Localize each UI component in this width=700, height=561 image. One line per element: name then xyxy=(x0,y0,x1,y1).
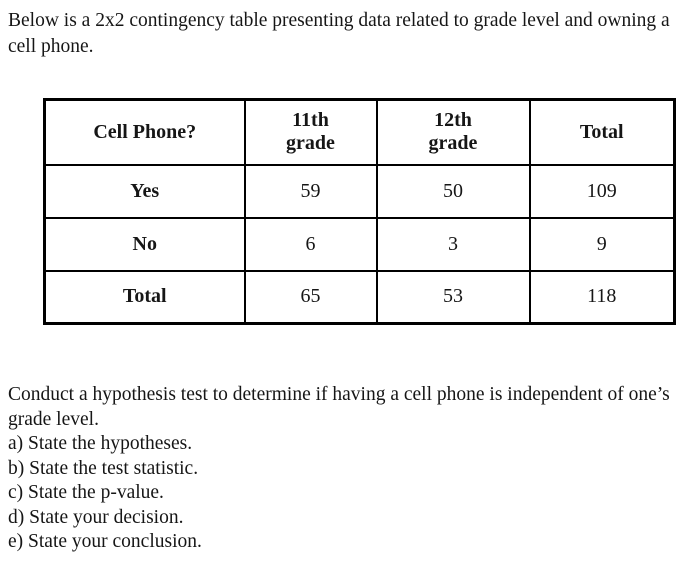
cell-yes-total: 109 xyxy=(528,163,676,219)
question-item-d: d) State your decision. xyxy=(8,506,184,528)
intro-line-2: cell phone. xyxy=(8,36,94,57)
intro-paragraph: Below is a 2x2 contingency table present… xyxy=(8,8,684,60)
cell-total-11th: 65 xyxy=(243,269,378,325)
cell-no-12th: 3 xyxy=(375,216,531,272)
row-label-no: No xyxy=(43,216,246,272)
header-12th-grade: 12th grade xyxy=(375,98,531,166)
question-item-a: a) State the hypotheses. xyxy=(8,433,193,454)
header-11th-grade: 11th grade xyxy=(243,98,378,166)
cell-no-total: 9 xyxy=(528,216,676,272)
row-label-yes: Yes xyxy=(43,163,246,219)
cell-yes-12th: 50 xyxy=(375,163,531,219)
question-item-e: e) State your conclusion. xyxy=(8,531,202,552)
prompt-line-1: Conduct a hypothesis test to determine i… xyxy=(8,384,670,405)
table-row-yes: Yes 59 50 109 xyxy=(43,163,676,219)
question-item-b: b) State the test statistic. xyxy=(8,457,199,479)
contingency-table: Cell Phone? 11th grade 12th grade Total … xyxy=(43,98,676,325)
table-row-total: Total 65 53 118 xyxy=(43,269,676,325)
header-total: Total xyxy=(528,98,676,166)
table-header-row: Cell Phone? 11th grade 12th grade Total xyxy=(43,98,676,166)
cell-yes-11th: 59 xyxy=(243,163,378,219)
cell-no-11th: 6 xyxy=(243,216,378,272)
question-item-c: c) State the p-value. xyxy=(8,482,164,503)
table-row-no: No 6 3 9 xyxy=(43,216,676,272)
question-block: Conduct a hypothesis test to determine i… xyxy=(8,383,684,555)
prompt-line-2: grade level. xyxy=(8,408,99,430)
header-cell-phone: Cell Phone? xyxy=(43,98,246,166)
cell-total-total: 118 xyxy=(528,269,676,325)
intro-line-1: Below is a 2x2 contingency table present… xyxy=(8,10,670,31)
cell-total-12th: 53 xyxy=(375,269,531,325)
row-label-total: Total xyxy=(43,269,246,325)
